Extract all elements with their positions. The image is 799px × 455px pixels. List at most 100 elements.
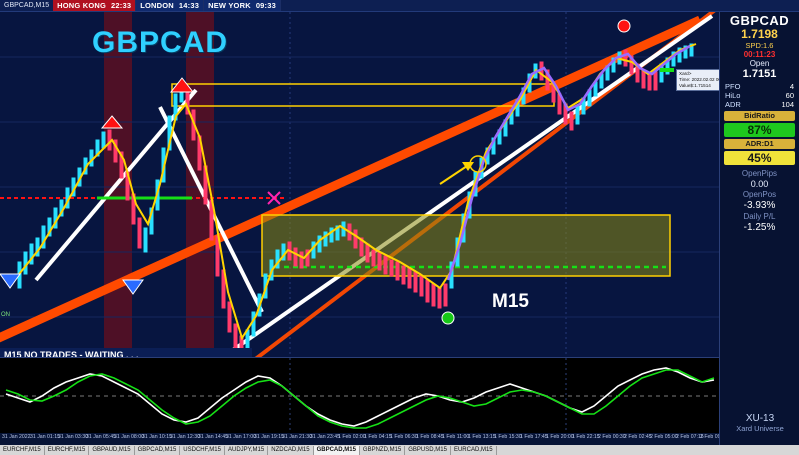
oscillator-svg (0, 358, 719, 433)
time-tick: 31 Jan 10:15 (142, 434, 172, 440)
grid-vertical (289, 12, 567, 367)
entry-marker (660, 68, 674, 72)
openpips-label: OpenPips (741, 169, 778, 178)
time-tick: 31 Jan 21:30 (282, 434, 312, 440)
signal-arrow-icon (439, 162, 474, 185)
time-tick: 2 Feb 09:30 (700, 434, 719, 440)
adr-d1-label: ADR:D1 (724, 139, 795, 149)
chart-tab[interactable]: GBPUSD,M15 (405, 445, 451, 455)
time-tick: 31 Jan 14:45 (198, 434, 228, 440)
session-hong-kong-time: 22:33 (111, 1, 132, 10)
bidratio-label: BidRatio (724, 111, 795, 121)
info-panel[interactable]: GBPCAD 1.7198 SPD:1.6 00:11:23 Open 1.71… (719, 12, 799, 445)
bidratio-value: 87% (724, 123, 795, 137)
chart-tab[interactable]: EURCAD,M15 (451, 445, 497, 455)
panel-footer: XU-13 Xard Universe (720, 413, 799, 433)
time-tick: 31 Jan 03:30 (58, 434, 88, 440)
panel-spread: SPD:1.6 (745, 41, 774, 50)
panel-version: XU-13 (745, 413, 775, 424)
timeframe-watermark: M15 (492, 291, 529, 312)
session-new-york-label: NEW YORK (208, 1, 251, 10)
time-tick: 31 Jan 12:30 (170, 434, 200, 440)
time-tick: 1 Feb 15:30 (494, 434, 522, 440)
chart-tab[interactable]: GBPCAD,M15 (135, 445, 181, 455)
panel-row-pfo: PFO 4 (720, 82, 799, 91)
session-hong-kong: HONG KONG 22:33 (53, 0, 137, 11)
highlight-circle (469, 155, 487, 173)
chart-symbol-id: GBPCAD,M15 (4, 2, 50, 9)
chart-tab[interactable]: EURCHF,M15 (45, 445, 90, 455)
time-tick: 1 Feb 04:15 (364, 434, 392, 440)
session-new-york: NEW YORK 09:33 (204, 0, 281, 11)
time-tick: 31 Jan 17:00 (226, 434, 256, 440)
panel-open-value: 1.7151 (742, 68, 777, 80)
time-axis: 31 Jan 2022 31 Jan 01:15 31 Jan 03:30 31… (0, 433, 719, 445)
session-london-time: 14:33 (178, 1, 200, 10)
price-tooltip: Xard> Time: 2022.02.02 00:45 Value$:1.71… (676, 69, 719, 91)
price-chart-svg (0, 12, 719, 367)
sell-arrow-down-icon-2 (169, 77, 195, 93)
panel-row-hilo: HiLo 60 (720, 91, 799, 100)
time-tick: 31 Jan 2022 (2, 434, 31, 440)
time-tick: 31 Jan 05:45 (86, 434, 116, 440)
white-trendline-3 (211, 14, 714, 366)
panel-open-label: Open (749, 59, 770, 68)
time-tick: 31 Jan 23:45 (310, 434, 340, 440)
chart-tab[interactable]: NZDCAD,M15 (268, 445, 314, 455)
oscillator-subchart[interactable] (0, 357, 719, 433)
symbol-watermark: GBPCAD (92, 26, 229, 59)
buy-arrow-up-icon-3 (0, 273, 21, 289)
oscillator-white-line (5, 367, 715, 427)
openpos-value: -3.93% (743, 200, 776, 211)
panel-row-adr-value: 104 (781, 100, 794, 109)
dailypl-label: Daily P/L (743, 212, 776, 221)
on-indicator-badge: ON (1, 312, 10, 318)
ma-purple-line (446, 44, 691, 281)
buy-arrow-up-icon-1 (122, 279, 144, 295)
time-tick: 1 Feb 13:15 (468, 434, 496, 440)
buy-dot-marker (441, 311, 455, 325)
chart-tab[interactable]: AUDJPY,M15 (225, 445, 269, 455)
time-tick: 1 Feb 02:00 (338, 434, 366, 440)
panel-row-pfo-key: PFO (725, 82, 741, 91)
chart-tab[interactable]: EURCHF,M15 (0, 445, 45, 455)
sell-arrow-down-icon-1 (100, 115, 124, 129)
openpos-label: OpenPos (742, 190, 777, 199)
panel-row-adr: ADR 104 (720, 100, 799, 109)
tooltip-line-3: Value$:1.71514 (679, 83, 711, 88)
panel-row-adr-key: ADR (725, 100, 741, 109)
tooltip-line-1: Xard> (679, 71, 692, 76)
time-tick: 2 Feb 02:45 (624, 434, 652, 440)
chart-tab[interactable]: GBPAUD,M15 (89, 445, 135, 455)
panel-symbol: GBPCAD (729, 13, 790, 28)
oscillator-green-line (5, 369, 715, 429)
time-tick: 1 Feb 08:45 (416, 434, 444, 440)
cross-marker-icon (267, 191, 281, 205)
top-session-bar: GBPCAD,M15 HONG KONG 22:33 LONDON 14:33 … (0, 0, 799, 12)
panel-current-price: 1.7198 (741, 27, 778, 41)
session-new-york-time: 09:33 (255, 1, 276, 10)
dailypl-value: -1.25% (743, 222, 776, 233)
time-tick: 1 Feb 11:00 (442, 434, 470, 440)
sell-dot-marker (617, 19, 631, 33)
panel-countdown: 00:11:23 (743, 50, 776, 59)
time-tick: 1 Feb 22:15 (572, 434, 600, 440)
orange-trendline-lower (0, 15, 702, 343)
time-tick: 1 Feb 20:00 (546, 434, 574, 440)
panel-row-pfo-value: 4 (789, 82, 794, 91)
time-tick: 2 Feb 00:30 (598, 434, 626, 440)
panel-row-hilo-key: HiLo (725, 91, 741, 100)
time-tick: 31 Jan 19:15 (254, 434, 284, 440)
price-chart[interactable]: GBPCAD M15 Xard> Time: 2022.02.02 00:45 … (0, 12, 719, 367)
chart-tab-active[interactable]: GBPCAD,M15 (313, 445, 360, 455)
time-tick: 31 Jan 01:15 (30, 434, 60, 440)
session-london: LONDON 14:33 (136, 0, 205, 11)
chart-tab-bar[interactable]: EURCHF,M15 EURCHF,M15 GBPAUD,M15 GBPCAD,… (0, 445, 799, 455)
chart-tab[interactable]: USDCHF,M15 (180, 445, 225, 455)
openpips-value: 0.00 (750, 179, 769, 189)
panel-brand: Xard Universe (736, 424, 784, 433)
tooltip-line-2: Time: 2022.02.02 00:45 (679, 77, 719, 82)
panel-row-hilo-value: 60 (785, 91, 794, 100)
chart-tab[interactable]: GBPNZD,M15 (360, 445, 406, 455)
